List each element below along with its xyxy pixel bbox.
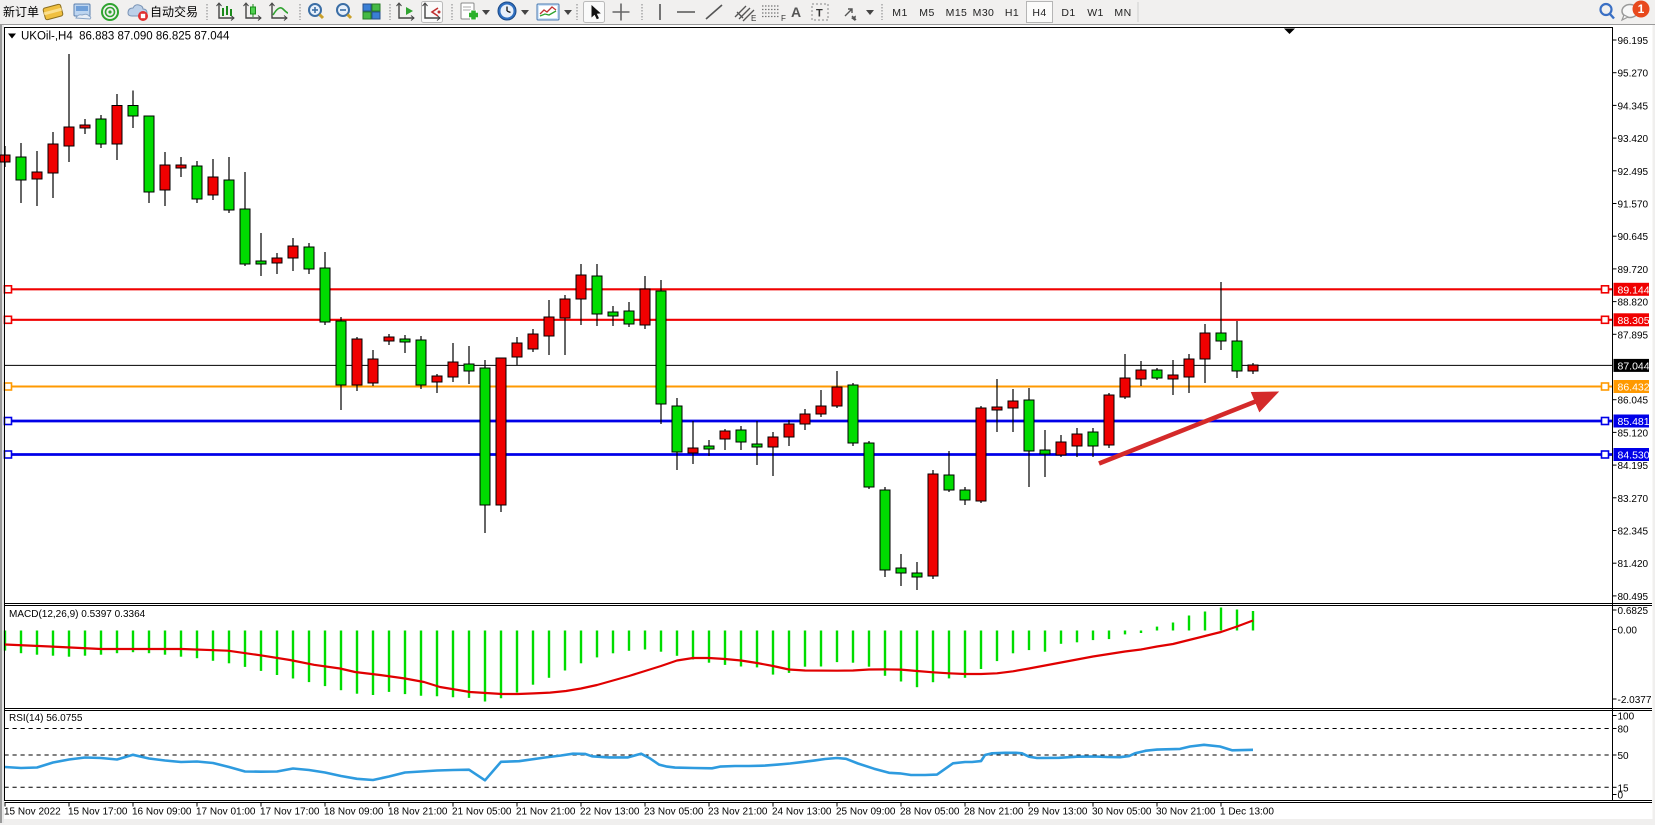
svg-text:89.720: 89.720 xyxy=(1618,265,1649,276)
svg-text:自动交易: 自动交易 xyxy=(150,4,198,19)
svg-text:29 Nov 13:00: 29 Nov 13:00 xyxy=(1028,807,1088,818)
svg-text:28 Nov 05:00: 28 Nov 05:00 xyxy=(900,807,960,818)
svg-text:90.645: 90.645 xyxy=(1618,232,1649,243)
svg-text:D1: D1 xyxy=(1061,7,1075,19)
svg-text:91.570: 91.570 xyxy=(1618,200,1649,211)
svg-text:F: F xyxy=(781,14,786,23)
svg-text:18 Nov 09:00: 18 Nov 09:00 xyxy=(324,807,384,818)
svg-text:87.895: 87.895 xyxy=(1618,330,1649,341)
svg-text:17 Nov 01:00: 17 Nov 01:00 xyxy=(196,807,256,818)
svg-text:21 Nov 21:00: 21 Nov 21:00 xyxy=(516,807,576,818)
svg-text:0.00: 0.00 xyxy=(1618,626,1638,637)
svg-text:86.045: 86.045 xyxy=(1618,396,1649,407)
svg-text:83.270: 83.270 xyxy=(1618,494,1649,505)
svg-text:M15: M15 xyxy=(946,7,968,19)
svg-text:MACD(12,26,9) 0.5397 0.3364: MACD(12,26,9) 0.5397 0.3364 xyxy=(9,609,146,620)
svg-text:87.044: 87.044 xyxy=(1618,360,1650,372)
svg-text:30 Nov 05:00: 30 Nov 05:00 xyxy=(1092,807,1152,818)
svg-text:21 Nov 05:00: 21 Nov 05:00 xyxy=(452,807,512,818)
svg-text:89.144: 89.144 xyxy=(1618,284,1650,296)
svg-text:84.195: 84.195 xyxy=(1618,461,1649,472)
svg-text:T: T xyxy=(816,8,823,20)
svg-text:94.345: 94.345 xyxy=(1618,101,1649,112)
svg-text:95.270: 95.270 xyxy=(1618,69,1649,80)
svg-text:18 Nov 21:00: 18 Nov 21:00 xyxy=(388,807,448,818)
svg-text:84.530: 84.530 xyxy=(1618,450,1650,462)
svg-text:23 Nov 05:00: 23 Nov 05:00 xyxy=(644,807,704,818)
svg-text:H4: H4 xyxy=(1032,7,1046,19)
svg-text:92.495: 92.495 xyxy=(1618,167,1649,178)
svg-text:MN: MN xyxy=(1114,7,1131,19)
svg-text:15 Nov 17:00: 15 Nov 17:00 xyxy=(68,807,128,818)
svg-text:M30: M30 xyxy=(973,7,995,19)
svg-text:新订单: 新订单 xyxy=(3,4,39,19)
svg-text:88.820: 88.820 xyxy=(1618,298,1649,309)
svg-text:A: A xyxy=(791,4,801,20)
svg-text:1 Dec 13:00: 1 Dec 13:00 xyxy=(1220,807,1274,818)
svg-text:96.195: 96.195 xyxy=(1618,36,1649,47)
svg-text:1: 1 xyxy=(1638,2,1645,16)
svg-text:25 Nov 09:00: 25 Nov 09:00 xyxy=(836,807,896,818)
svg-text:86.432: 86.432 xyxy=(1618,382,1650,394)
svg-text:RSI(14) 56.0755: RSI(14) 56.0755 xyxy=(9,713,83,724)
svg-text:15: 15 xyxy=(1618,783,1630,794)
svg-text:100: 100 xyxy=(1618,712,1635,723)
svg-text:0.6825: 0.6825 xyxy=(1618,606,1649,617)
svg-text:H1: H1 xyxy=(1005,7,1019,19)
svg-text:82.345: 82.345 xyxy=(1618,527,1649,538)
svg-text:17 Nov 17:00: 17 Nov 17:00 xyxy=(260,807,320,818)
svg-text:85.481: 85.481 xyxy=(1618,416,1650,428)
svg-text:28 Nov 21:00: 28 Nov 21:00 xyxy=(964,807,1024,818)
svg-text:80: 80 xyxy=(1618,725,1630,736)
svg-text:50: 50 xyxy=(1618,751,1630,762)
svg-text:30 Nov 21:00: 30 Nov 21:00 xyxy=(1156,807,1216,818)
svg-text:M5: M5 xyxy=(919,7,934,19)
svg-text:85.120: 85.120 xyxy=(1618,428,1649,439)
svg-text:23 Nov 21:00: 23 Nov 21:00 xyxy=(708,807,768,818)
svg-text:W1: W1 xyxy=(1087,7,1104,19)
svg-text:22 Nov 13:00: 22 Nov 13:00 xyxy=(580,807,640,818)
svg-text:24 Nov 13:00: 24 Nov 13:00 xyxy=(772,807,832,818)
svg-text:E: E xyxy=(751,14,756,23)
svg-text:-2.0377: -2.0377 xyxy=(1618,695,1652,706)
svg-text:M1: M1 xyxy=(892,7,907,19)
svg-text:16 Nov 09:00: 16 Nov 09:00 xyxy=(132,807,192,818)
svg-text:93.420: 93.420 xyxy=(1618,134,1649,145)
svg-text:81.420: 81.420 xyxy=(1618,559,1649,570)
svg-text:15 Nov 2022: 15 Nov 2022 xyxy=(4,807,61,818)
svg-text:UKOil-,H4 86.883 87.090 86.82: UKOil-,H4 86.883 87.090 86.825 87.044 xyxy=(21,31,230,43)
svg-text:80.495: 80.495 xyxy=(1618,592,1649,603)
svg-text:0: 0 xyxy=(1618,791,1624,802)
svg-text:88.305: 88.305 xyxy=(1618,315,1650,327)
